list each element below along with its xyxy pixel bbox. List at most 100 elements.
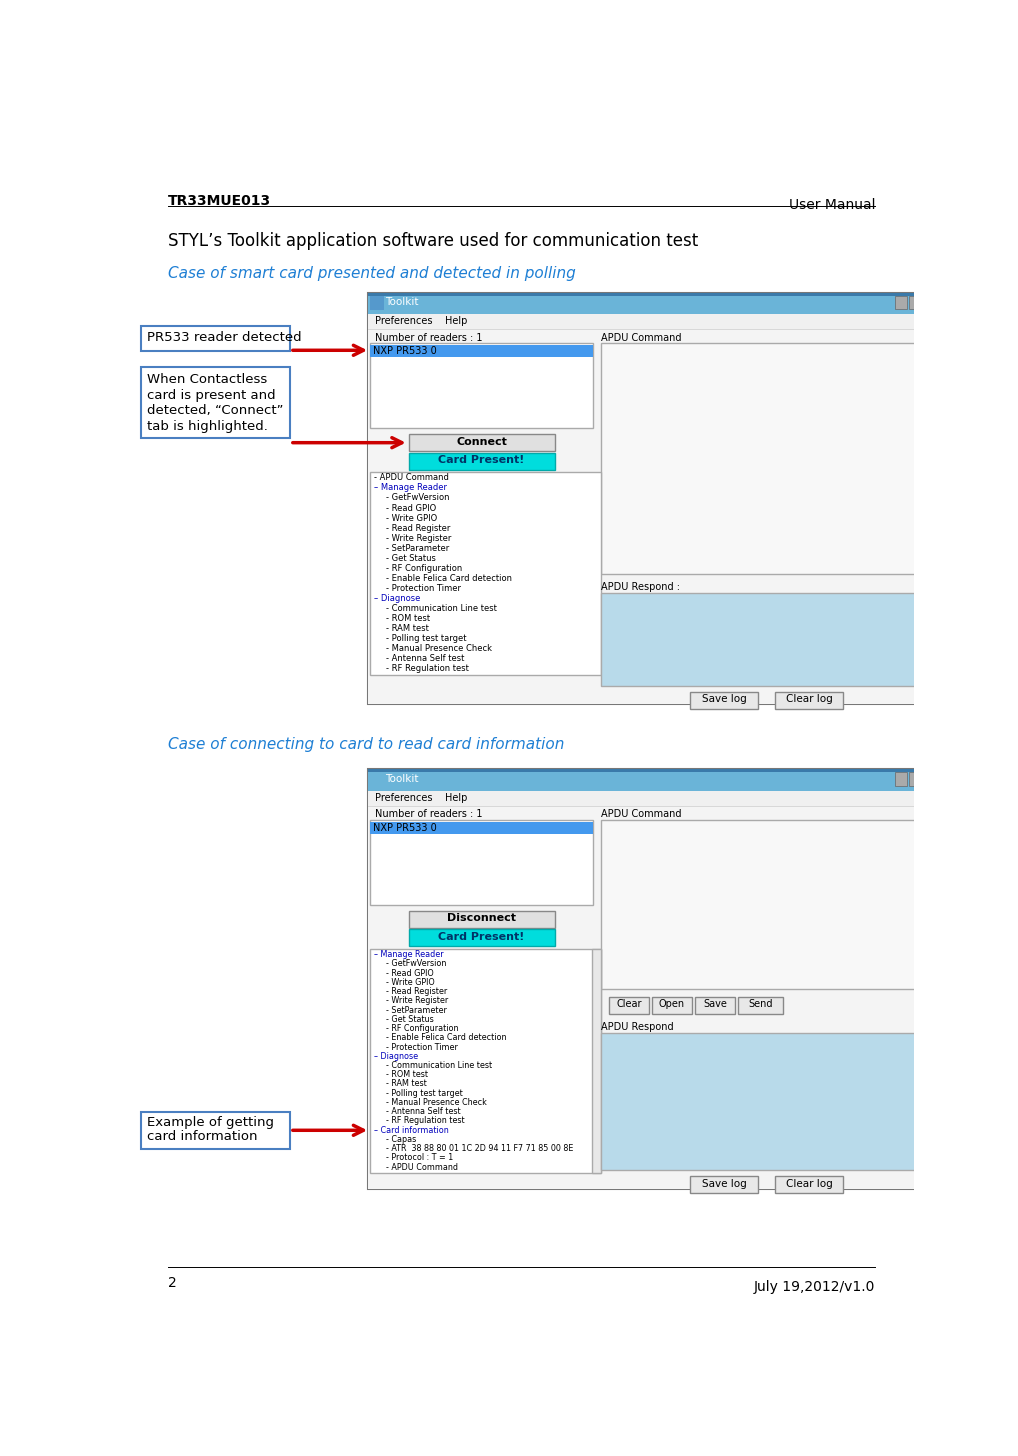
Text: - Write Register: - Write Register <box>386 996 449 1005</box>
Bar <box>370 297 384 310</box>
Bar <box>369 293 937 314</box>
Text: Disconnect: Disconnect <box>447 913 516 923</box>
Text: - Protocol : T = 1: - Protocol : T = 1 <box>386 1153 453 1162</box>
Text: Case of connecting to card to read card information: Case of connecting to card to read card … <box>168 737 565 751</box>
Text: Case of smart card presented and detected in polling: Case of smart card presented and detecte… <box>168 265 576 281</box>
Text: - Polling test target: - Polling test target <box>386 633 466 642</box>
Text: NXP PR533 0: NXP PR533 0 <box>374 823 437 833</box>
Text: - Read Register: - Read Register <box>386 524 451 533</box>
Text: – Diagnose: – Diagnose <box>374 594 420 603</box>
Text: – Card information: – Card information <box>374 1125 449 1134</box>
Text: – Diagnose: – Diagnose <box>374 1051 418 1061</box>
Bar <box>370 472 601 676</box>
Bar <box>601 344 935 574</box>
Bar <box>895 772 907 786</box>
Text: User Manual: User Manual <box>789 198 875 211</box>
Text: - Protection Timer: - Protection Timer <box>386 584 461 593</box>
Bar <box>408 911 555 927</box>
Text: Open: Open <box>659 999 685 1009</box>
Bar <box>923 296 936 310</box>
Text: APDU Respond: APDU Respond <box>601 1022 674 1032</box>
Bar <box>370 948 601 1174</box>
Text: - GetFwVersion: - GetFwVersion <box>386 960 447 968</box>
Bar <box>408 453 555 470</box>
Text: - Write GPIO: - Write GPIO <box>386 514 438 523</box>
Text: - Enable Felica Card detection: - Enable Felica Card detection <box>386 1034 507 1042</box>
Text: - RF Regulation test: - RF Regulation test <box>386 664 469 673</box>
Text: July 19,2012/v1.0: July 19,2012/v1.0 <box>753 1280 875 1294</box>
Text: Number of readers : 1: Number of readers : 1 <box>375 810 483 820</box>
Text: - Read Register: - Read Register <box>386 987 448 996</box>
Text: TR33MUE013: TR33MUE013 <box>168 194 272 208</box>
Bar <box>690 692 758 709</box>
Text: – Manage Reader: – Manage Reader <box>374 951 444 960</box>
Text: Card Present!: Card Present! <box>439 454 525 464</box>
Bar <box>923 1032 935 1171</box>
Text: Save: Save <box>703 999 727 1009</box>
Text: Connect: Connect <box>456 437 507 447</box>
Bar <box>909 296 921 310</box>
Text: - Enable Felica Card detection: - Enable Felica Card detection <box>386 574 512 582</box>
Text: - Get Status: - Get Status <box>386 1015 434 1024</box>
Text: - Read GPIO: - Read GPIO <box>386 504 437 513</box>
Text: STYL’s Toolkit application software used for communication test: STYL’s Toolkit application software used… <box>168 233 698 250</box>
Text: Toolkit: Toolkit <box>386 297 419 307</box>
Text: tab is highlighted.: tab is highlighted. <box>147 419 268 432</box>
Bar <box>695 997 735 1013</box>
Text: APDU Respond :: APDU Respond : <box>601 582 680 593</box>
Bar <box>369 293 937 296</box>
Bar <box>591 948 601 1174</box>
Text: Send: Send <box>748 999 773 1009</box>
Text: - SetParameter: - SetParameter <box>386 543 450 552</box>
Bar <box>738 997 783 1013</box>
Text: Example of getting: Example of getting <box>147 1117 274 1130</box>
Text: - RF Configuration: - RF Configuration <box>386 1024 459 1032</box>
Text: - APDU Command: - APDU Command <box>374 473 449 482</box>
Text: Toolkit: Toolkit <box>386 773 419 783</box>
Bar <box>408 929 555 946</box>
Text: NXP PR533 0: NXP PR533 0 <box>374 347 437 357</box>
Text: - GetFwVersion: - GetFwVersion <box>386 494 450 502</box>
Bar <box>370 345 593 357</box>
Text: - Polling test target: - Polling test target <box>386 1089 463 1098</box>
Bar <box>690 1176 758 1194</box>
Text: card information: card information <box>147 1130 258 1143</box>
Bar <box>369 769 937 1188</box>
Text: detected, “Connect”: detected, “Connect” <box>147 405 283 418</box>
Text: Clear log: Clear log <box>786 695 833 705</box>
Bar <box>142 1112 290 1149</box>
Bar <box>369 293 937 705</box>
Text: Preferences    Help: Preferences Help <box>375 316 467 326</box>
Text: - APDU Command: - APDU Command <box>386 1163 458 1172</box>
Text: Save log: Save log <box>701 1179 746 1188</box>
Text: - RF Configuration: - RF Configuration <box>386 563 462 572</box>
Bar <box>370 820 593 904</box>
Text: - Manual Presence Check: - Manual Presence Check <box>386 644 493 652</box>
Text: 2: 2 <box>168 1275 177 1290</box>
Text: - ROM test: - ROM test <box>386 1070 429 1079</box>
Bar <box>370 821 593 834</box>
Bar <box>369 769 937 772</box>
Bar <box>601 593 935 686</box>
Bar <box>142 367 290 438</box>
Bar <box>369 769 937 791</box>
Text: Clear: Clear <box>616 999 641 1009</box>
Text: APDU Command: APDU Command <box>601 332 681 342</box>
Text: Clear log: Clear log <box>786 1179 833 1188</box>
Bar <box>370 344 593 428</box>
Bar <box>923 772 936 786</box>
Text: – Manage Reader: – Manage Reader <box>374 483 447 492</box>
Text: Number of readers : 1: Number of readers : 1 <box>375 332 483 342</box>
Text: - Write Register: - Write Register <box>386 533 452 543</box>
Text: - Communication Line test: - Communication Line test <box>386 1061 493 1070</box>
Text: - Write GPIO: - Write GPIO <box>386 978 435 987</box>
Text: - Protection Timer: - Protection Timer <box>386 1042 458 1051</box>
Text: - Capas: - Capas <box>386 1134 416 1144</box>
Bar <box>775 1176 843 1194</box>
Bar <box>369 329 937 705</box>
Bar <box>369 314 937 329</box>
Text: APDU Command: APDU Command <box>601 810 681 820</box>
Text: - RAM test: - RAM test <box>386 623 429 632</box>
Text: card is present and: card is present and <box>147 389 275 402</box>
Text: PR533 reader detected: PR533 reader detected <box>147 331 301 344</box>
